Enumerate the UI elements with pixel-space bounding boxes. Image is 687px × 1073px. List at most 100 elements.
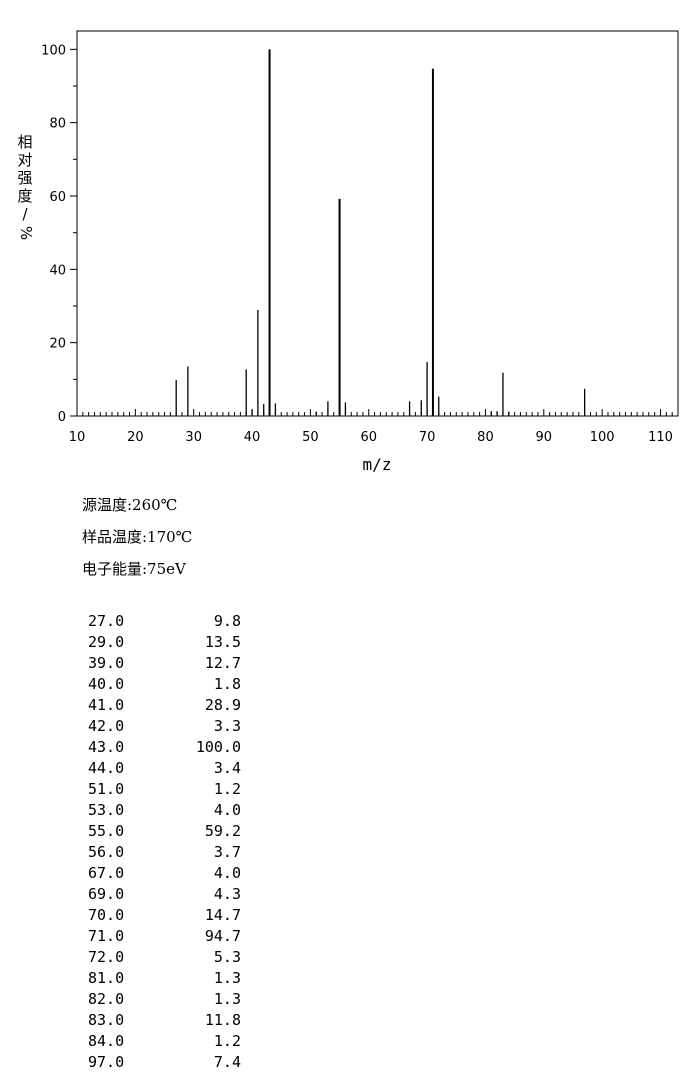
peak-mz: 40.0 (88, 675, 125, 693)
peak-abundance: 1.2 (213, 780, 241, 798)
y-axis-label-char: / (22, 205, 28, 223)
peak-mz: 72.0 (88, 948, 125, 966)
plot-frame (76, 30, 679, 417)
x-tick-label: 60 (360, 430, 377, 445)
peak-abundance: 4.3 (213, 885, 241, 903)
peak-row: 40.0 1.8 (88, 674, 241, 695)
peak-abundance: 100.0 (195, 738, 241, 756)
peak-abundance: 59.2 (204, 822, 241, 840)
y-axis-label-char: % (17, 226, 35, 240)
spectrum-peaks (175, 49, 586, 416)
x-tick-label: 50 (302, 430, 319, 445)
source-temperature: 源温度:260℃ (82, 496, 178, 514)
peak-mz: 27.0 (88, 612, 125, 630)
x-tick-label: 70 (419, 430, 436, 445)
peak-abundance: 94.7 (204, 927, 241, 945)
peak-row: 27.0 9.8 (88, 611, 241, 632)
peak-mz: 39.0 (88, 654, 125, 672)
peak-mz: 69.0 (88, 885, 125, 903)
y-tick-label: 100 (41, 43, 66, 58)
y-axis-label-char: 相 (17, 133, 32, 151)
x-tick-label: 10 (69, 430, 86, 445)
peak-abundance: 9.8 (213, 612, 241, 630)
peak-row: 55.0 59.2 (88, 821, 241, 842)
peak-row: 43.0 100.0 (88, 737, 241, 758)
x-tick-label: 100 (590, 430, 615, 445)
peak-row: 41.0 28.9 (88, 695, 241, 716)
x-tick-label: 80 (477, 430, 494, 445)
peak-mz: 82.0 (88, 990, 125, 1008)
peak-abundance: 28.9 (204, 696, 241, 714)
peak-abundance: 1.2 (213, 1032, 241, 1050)
peak-mz: 55.0 (88, 822, 125, 840)
y-tick-label: 80 (49, 117, 66, 132)
y-tick-label: 40 (49, 263, 66, 278)
peak-mz: 42.0 (88, 717, 125, 735)
peak-mz: 84.0 (88, 1032, 125, 1050)
peak-abundance: 4.0 (213, 801, 241, 819)
peak-mz: 29.0 (88, 633, 125, 651)
y-axis-label-char: 对 (17, 151, 32, 169)
y-tick-label: 20 (49, 337, 66, 352)
peak-abundance: 3.7 (213, 843, 241, 861)
sample-temperature: 样品温度:170℃ (82, 528, 193, 546)
peak-abundance: 1.8 (213, 675, 241, 693)
x-tick-label: 20 (127, 430, 144, 445)
peak-row: 53.0 4.0 (88, 800, 241, 821)
peak-row: 56.0 3.7 (88, 842, 241, 863)
peak-abundance: 12.7 (204, 654, 241, 672)
peak-abundance: 4.0 (213, 864, 241, 882)
peak-row: 42.0 3.3 (88, 716, 241, 737)
x-tick-label: 110 (648, 430, 673, 445)
peak-mz: 67.0 (88, 864, 125, 882)
peak-abundance: 5.3 (213, 948, 241, 966)
peak-abundance: 14.7 (204, 906, 241, 924)
peak-abundance: 1.3 (213, 969, 241, 987)
peak-row: 82.0 1.3 (88, 989, 241, 1010)
peak-mz: 81.0 (88, 969, 125, 987)
peak-row: 29.0 13.5 (88, 632, 241, 653)
y-axis-label-char: 强 (17, 169, 32, 187)
peak-abundance: 11.8 (204, 1011, 241, 1029)
peak-mz: 51.0 (88, 780, 125, 798)
peak-row: 44.0 3.4 (88, 758, 241, 779)
peak-row: 83.0 11.8 (88, 1010, 241, 1031)
peak-row: 69.0 4.3 (88, 884, 241, 905)
y-tick-label: 0 (58, 410, 66, 425)
peak-row: 81.0 1.3 (88, 968, 241, 989)
peak-row: 39.0 12.7 (88, 653, 241, 674)
peak-mz: 53.0 (88, 801, 125, 819)
peak-mz: 97.0 (88, 1053, 125, 1071)
x-tick-label: 30 (185, 430, 202, 445)
peak-mz: 83.0 (88, 1011, 125, 1029)
peak-row: 97.0 7.4 (88, 1052, 241, 1073)
y-axis-label-char: 度 (17, 187, 32, 205)
peak-row: 70.0 14.7 (88, 905, 241, 926)
peak-row: 84.0 1.2 (88, 1031, 241, 1052)
x-axis-ticks: 10 20 30 40 50 60 70 80 90 100 110 (69, 409, 679, 445)
peak-row: 71.0 94.7 (88, 926, 241, 947)
peak-table: 27.0 9.8 29.0 13.5 39.0 12.7 40.0 1.8 41.0 28.9 42… (88, 611, 241, 1073)
peak-abundance: 3.4 (213, 759, 241, 777)
peak-abundance: 1.3 (213, 990, 241, 1008)
peak-abundance: 3.3 (213, 717, 241, 735)
y-axis-ticks: 0 20 40 60 80 100 (41, 43, 77, 425)
peak-mz: 71.0 (88, 927, 125, 945)
peak-row: 51.0 1.2 (88, 779, 241, 800)
peak-row: 72.0 5.3 (88, 947, 241, 968)
peak-mz: 70.0 (88, 906, 125, 924)
x-tick-label: 90 (536, 430, 553, 445)
peak-row: 67.0 4.0 (88, 863, 241, 884)
peak-mz: 44.0 (88, 759, 125, 777)
peak-mz: 56.0 (88, 843, 125, 861)
peak-abundance: 7.4 (213, 1053, 241, 1071)
peak-mz: 41.0 (88, 696, 125, 714)
x-axis-label: m/z (363, 455, 392, 474)
peak-mz: 43.0 (88, 738, 125, 756)
y-tick-label: 60 (49, 190, 66, 205)
peak-abundance: 13.5 (204, 633, 241, 651)
electron-energy: 电子能量:75eV (82, 560, 186, 578)
x-tick-label: 40 (244, 430, 261, 445)
